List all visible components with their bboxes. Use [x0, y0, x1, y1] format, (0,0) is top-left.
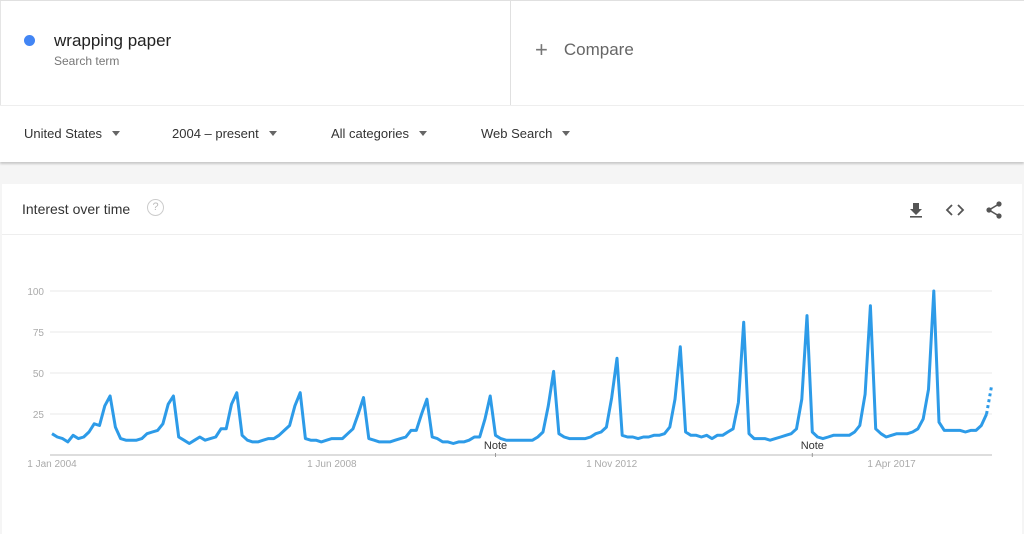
- partial-data-segment: [985, 384, 994, 415]
- help-icon[interactable]: ?: [147, 199, 164, 216]
- caret-down-icon: [268, 131, 277, 136]
- search-term-name: wrapping paper: [54, 31, 172, 50]
- filter-bar: United States 2004 – present All categor…: [0, 105, 1024, 162]
- category-label: All categories: [331, 126, 410, 141]
- card-header: Interest over time ?: [2, 184, 1022, 235]
- y-tick-label: 75: [33, 328, 45, 339]
- x-tick-label: 1 Nov 2012: [586, 459, 638, 470]
- category-dropdown[interactable]: All categories: [331, 126, 428, 141]
- caret-down-icon: [112, 131, 121, 136]
- plus-icon: +: [535, 37, 548, 62]
- series-color-dot: [24, 35, 35, 46]
- interest-chart: 25 50 75 100 1 Jan 2004 1 Jun 2008 1 Nov 2012…: [27, 287, 994, 470]
- note-marker[interactable]: Note: [484, 440, 507, 452]
- x-tick-label: 1 Jan 2004: [27, 459, 77, 470]
- time-range-dropdown[interactable]: 2004 – present: [172, 126, 277, 141]
- region-label: United States: [24, 126, 103, 141]
- search-type-dropdown[interactable]: Web Search: [481, 126, 571, 141]
- compare-button[interactable]: + Compare: [535, 39, 634, 61]
- y-tick-label: 100: [27, 287, 44, 298]
- share-icon[interactable]: [984, 200, 1004, 220]
- embed-icon[interactable]: [945, 200, 965, 220]
- series-line: [51, 289, 988, 445]
- search-header: wrapping paper Search term + Compare: [0, 0, 1024, 105]
- x-tick-label: 1 Jun 2008: [307, 459, 357, 470]
- search-term-subtitle: Search term: [54, 54, 120, 68]
- y-tick-label: 25: [33, 410, 45, 421]
- interest-over-time-card: Interest over time ?: [2, 184, 1022, 534]
- region-dropdown[interactable]: United States: [24, 126, 121, 141]
- time-range-label: 2004 – present: [172, 126, 259, 141]
- caret-down-icon: [419, 131, 428, 136]
- note-marker[interactable]: Note: [801, 440, 824, 452]
- card-title: Interest over time: [22, 201, 131, 217]
- y-tick-label: 50: [33, 369, 45, 380]
- caret-down-icon: [562, 131, 571, 136]
- search-type-label: Web Search: [481, 126, 553, 141]
- download-icon[interactable]: [906, 200, 926, 220]
- search-term-card[interactable]: wrapping paper Search term: [0, 1, 511, 105]
- compare-label: Compare: [563, 40, 634, 59]
- x-tick-label: 1 Apr 2017: [867, 459, 916, 470]
